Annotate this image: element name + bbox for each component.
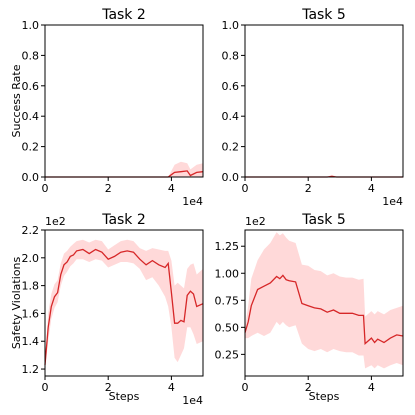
x-tick-label-0-0: 0 [42,182,49,195]
confidence-band-2-0 [45,239,203,369]
y-tick-label-1-4: 0.8 [222,49,240,62]
y-tick-label-0-2: 0.4 [22,110,40,123]
y-tick-label-2-0: 1.2 [22,363,40,376]
x-offset-label-1: 1e4 [382,195,403,208]
y-tick-label-2-3: 1.8 [22,280,40,293]
y-tick-label-0-1: 0.2 [22,141,40,154]
x-axis-label-2: Steps [109,390,140,403]
y-tick-label-2-1: 1.4 [22,335,40,348]
y-tick-label-3-3: 1.00 [215,267,240,280]
chart-title-1: Task 5 [301,7,346,23]
confidence-band-3-0 [245,232,403,369]
y-tick-label-3-0: 0.25 [215,348,240,361]
x-tick-label-2-2: 4 [168,381,175,394]
y-tick-label-3-1: 0.50 [215,321,240,334]
plot-frame-0 [44,24,204,178]
x-tick-label-1-0: 0 [242,182,249,195]
y-offset-label-2: 1e2 [45,215,66,228]
series-line-3-0 [244,274,404,345]
y-axis-label-2: Safety Violations [10,257,23,350]
y-axis-label-0: Success Rate [10,64,23,137]
confidence-band-0-0 [45,161,203,177]
x-axis-label-3: Steps [309,390,340,403]
x-tick-label-3-0: 0 [242,381,249,394]
y-tick-label-3-4: 1.25 [215,240,240,253]
series-line-2-0 [44,248,204,365]
chart-title-2: Task 2 [101,212,146,228]
y-tick-label-0-3: 0.6 [22,80,40,93]
y-tick-label-0-4: 0.8 [22,49,40,62]
y-tick-label-2-5: 2.2 [22,224,40,237]
y-tick-label-0-0: 0.0 [22,171,40,184]
y-tick-label-0-5: 1.0 [22,19,40,32]
y-offset-label-3: 1e2 [245,215,266,228]
x-tick-label-3-1: 2 [305,381,312,394]
y-tick-label-1-2: 0.4 [222,110,240,123]
x-offset-label-2: 1e4 [182,394,203,407]
y-tick-label-1-3: 0.6 [222,80,240,93]
y-tick-label-2-2: 1.6 [22,307,40,320]
y-tick-label-1-5: 1.0 [222,19,240,32]
chart-title-3: Task 5 [301,212,346,228]
x-tick-label-3-2: 4 [368,381,375,394]
x-tick-label-1-1: 2 [305,182,312,195]
y-tick-label-2-4: 2.0 [22,252,40,265]
plot-frame-1 [244,24,404,178]
plot-frame-2 [44,229,204,377]
y-tick-label-3-2: 0.75 [215,294,240,307]
y-tick-label-1-1: 0.2 [222,141,240,154]
x-tick-label-0-2: 4 [168,182,175,195]
x-tick-label-0-1: 2 [105,182,112,195]
plot-frame-3 [244,229,404,377]
x-tick-label-2-0: 0 [42,381,49,394]
x-tick-label-1-2: 4 [368,182,375,195]
x-offset-label-0: 1e4 [182,195,203,208]
x-tick-label-2-1: 2 [105,381,112,394]
chart-title-0: Task 2 [101,7,146,23]
y-tick-label-1-0: 0.0 [222,171,240,184]
